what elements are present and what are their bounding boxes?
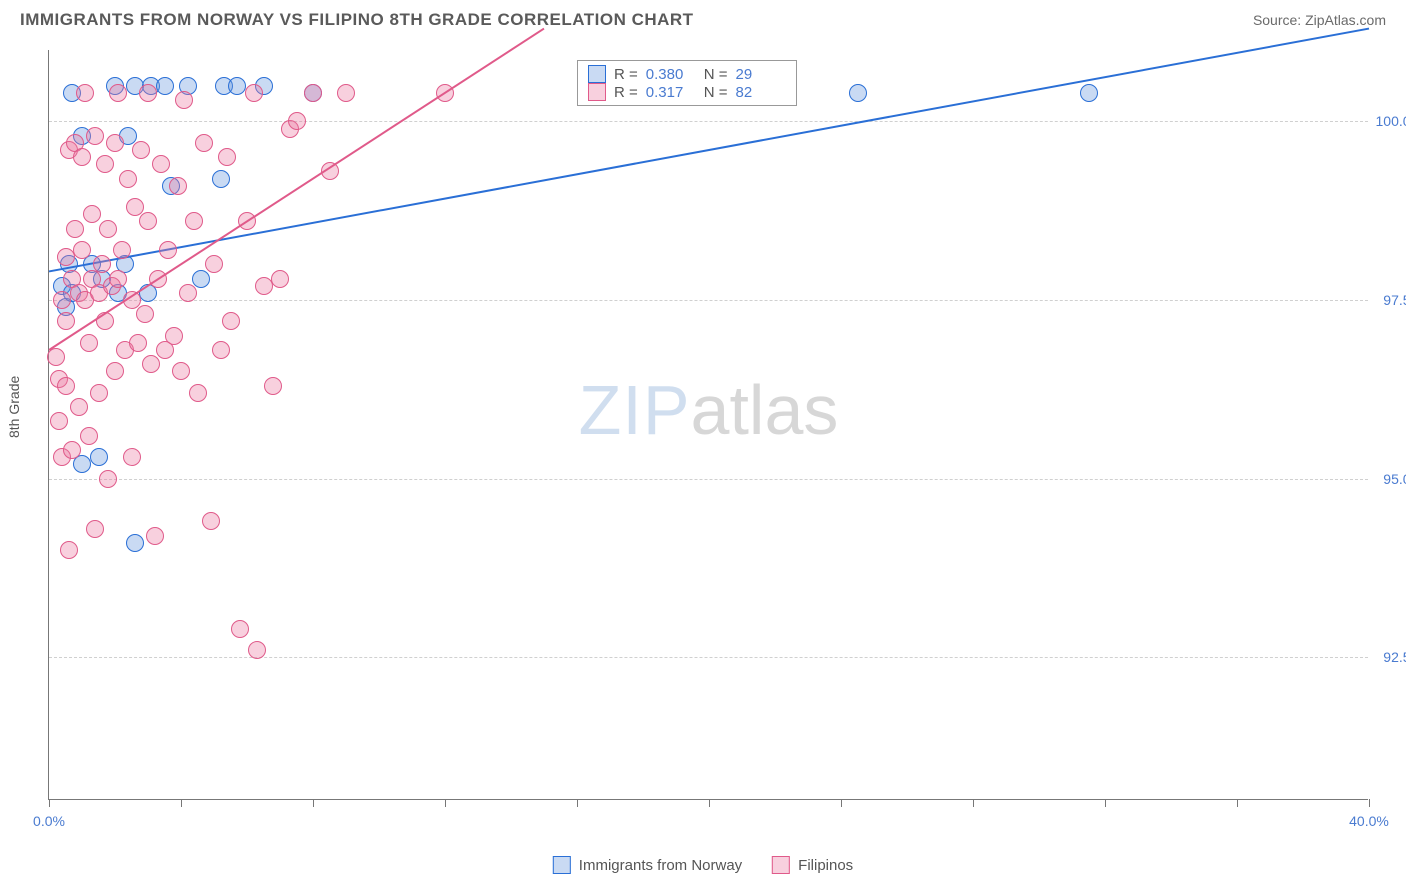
legend-swatch-filipinos xyxy=(772,856,790,874)
x-tick xyxy=(49,799,50,807)
legend-label-filipinos: Filipinos xyxy=(798,857,853,874)
n-value: 82 xyxy=(736,84,786,101)
x-tick xyxy=(709,799,710,807)
trend-line-filipinos xyxy=(49,50,1369,800)
y-tick-label: 97.5% xyxy=(1383,292,1406,308)
swatch-filipinos xyxy=(588,83,606,101)
r-value: 0.380 xyxy=(646,66,696,83)
legend-label-norway: Immigrants from Norway xyxy=(579,857,742,874)
y-axis-label: 8th Grade xyxy=(6,376,22,438)
y-tick-label: 100.0% xyxy=(1376,113,1406,129)
x-tick xyxy=(1237,799,1238,807)
legend-item-filipinos: Filipinos xyxy=(772,856,853,874)
legend-item-norway: Immigrants from Norway xyxy=(553,856,742,874)
source-prefix: Source: xyxy=(1253,12,1305,28)
x-tick xyxy=(445,799,446,807)
source-attribution: Source: ZipAtlas.com xyxy=(1253,12,1386,28)
swatch-norway xyxy=(588,65,606,83)
n-value: 29 xyxy=(736,66,786,83)
r-label: R = xyxy=(614,66,638,83)
y-tick-label: 95.0% xyxy=(1383,471,1406,487)
x-tick xyxy=(1369,799,1370,807)
chart-title: IMMIGRANTS FROM NORWAY VS FILIPINO 8TH G… xyxy=(20,10,694,30)
y-tick-label: 92.5% xyxy=(1383,649,1406,665)
correlation-row-norway: R = 0.380 N = 29 xyxy=(588,65,786,83)
legend-bottom: Immigrants from Norway Filipinos xyxy=(553,856,853,874)
correlation-row-filipinos: R = 0.317 N = 82 xyxy=(588,83,786,101)
source-name: ZipAtlas.com xyxy=(1305,12,1386,28)
x-tick xyxy=(181,799,182,807)
r-label: R = xyxy=(614,84,638,101)
n-label: N = xyxy=(704,66,728,83)
x-tick xyxy=(973,799,974,807)
correlation-stats-box: R = 0.380 N = 29 R = 0.317 N = 82 xyxy=(577,60,797,106)
x-tick xyxy=(1105,799,1106,807)
scatter-chart: ZIPatlas 92.5%95.0%97.5%100.0%0.0%40.0%R… xyxy=(48,50,1368,800)
legend-swatch-norway xyxy=(553,856,571,874)
n-label: N = xyxy=(704,84,728,101)
r-value: 0.317 xyxy=(646,84,696,101)
x-tick-label: 0.0% xyxy=(33,813,65,829)
x-tick xyxy=(577,799,578,807)
x-tick xyxy=(841,799,842,807)
chart-header: IMMIGRANTS FROM NORWAY VS FILIPINO 8TH G… xyxy=(0,0,1406,35)
x-tick-label: 40.0% xyxy=(1349,813,1389,829)
x-tick xyxy=(313,799,314,807)
